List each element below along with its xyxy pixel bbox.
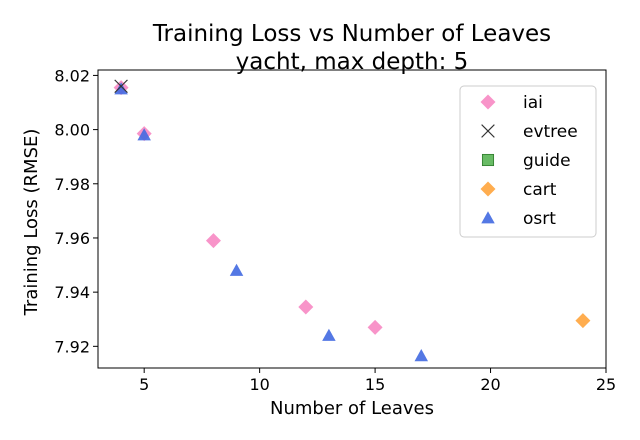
data-point-osrt [114, 82, 128, 95]
legend-marker-iai [480, 94, 496, 110]
data-point-osrt [137, 128, 151, 141]
data-point-osrt [229, 263, 244, 276]
x-tick-label: 10 [249, 375, 269, 394]
data-point-iai [367, 319, 383, 335]
legend-marker-guide [481, 153, 495, 167]
y-tick-label: 7.94 [54, 283, 90, 302]
legend-marker-cart [480, 181, 496, 197]
legend-marker-evtree [481, 124, 495, 138]
plot-marks [113, 79, 591, 362]
data-point-osrt [414, 349, 429, 362]
data-point-iai [298, 299, 314, 315]
data-point-osrt [322, 328, 336, 341]
y-tick-label: 8.02 [54, 66, 90, 85]
legend-label-evtree: evtree [523, 122, 578, 142]
plot-area [97, 69, 607, 369]
x-axis-label: Number of Leaves [270, 398, 434, 419]
legend-label-iai: iai [523, 93, 543, 113]
y-tick-label: 8.00 [54, 121, 90, 140]
y-tick-label: 7.92 [54, 337, 90, 356]
legend-box [459, 85, 597, 238]
chart-title: Training Loss vs Number of Leaves [152, 21, 551, 47]
x-tick-label: 20 [480, 375, 500, 394]
legend-marker-osrt [481, 211, 495, 224]
x-tick-label: 15 [365, 375, 385, 394]
data-point-cart [575, 313, 591, 329]
legend-label-cart: cart [523, 180, 557, 200]
y-tick-label: 7.98 [54, 175, 90, 194]
legend: iai evtree guide cart osrt [459, 85, 597, 238]
x-tick-label: 5 [139, 375, 149, 394]
data-point-evtree [114, 79, 128, 94]
legend-label-guide: guide [523, 151, 571, 171]
data-point-iai [205, 233, 221, 249]
y-tick-label: 7.96 [54, 229, 90, 248]
axes: 5 10 15 20 25 7.92 7.94 7.96 7.98 8.00 8.02 [54, 66, 616, 394]
chart-subtitle: yacht, max depth: 5 [236, 49, 469, 75]
legend-label-osrt: osrt [523, 209, 556, 229]
x-tick-label: 25 [596, 375, 616, 394]
y-axis-label: Training Loss (RMSE) [21, 129, 42, 317]
